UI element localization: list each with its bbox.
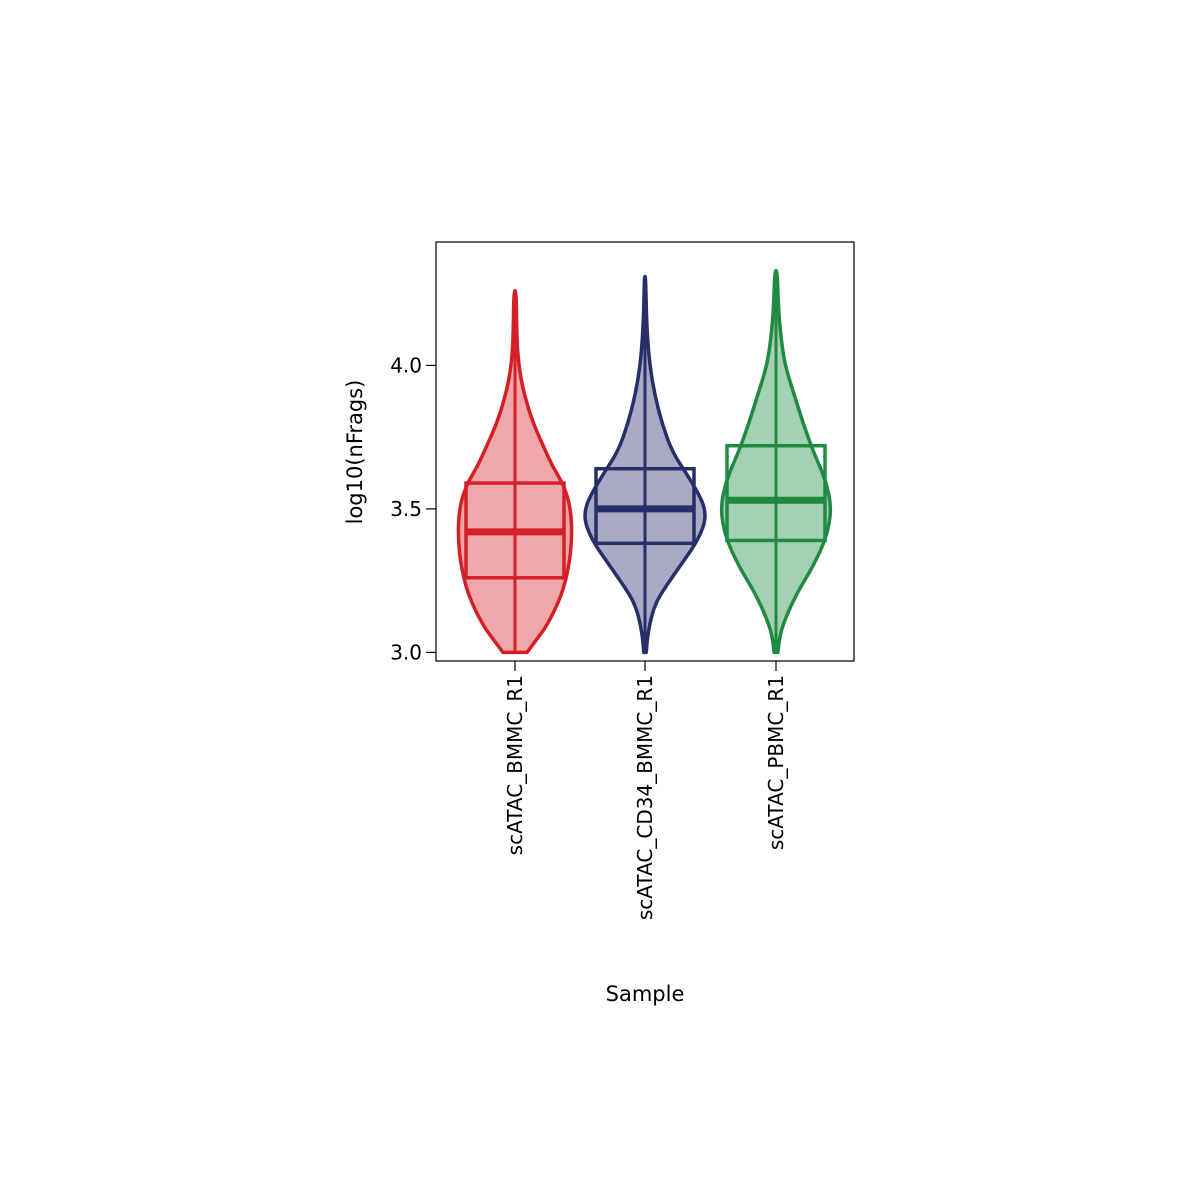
x-tick-label: scATAC_BMMC_R1 [503,675,527,855]
x-axis-title: Sample [606,982,685,1006]
y-tick-label: 3.0 [390,640,422,664]
violin-group [583,274,707,655]
violin-layer [456,268,833,655]
y-tick-label: 3.5 [390,497,422,521]
violin-group [719,268,833,655]
violin-group [456,289,574,655]
y-axis-title: log10(nFrags) [343,380,367,525]
x-tick-label: scATAC_PBMC_R1 [764,675,788,850]
y-tick-label: 4.0 [390,353,422,377]
y-axis: 3.0 3.5 4.0 [390,353,436,664]
iqr-box [725,444,827,543]
x-tick-label: scATAC_CD34_BMMC_R1 [633,675,657,920]
x-axis: scATAC_BMMC_R1 scATAC_CD34_BMMC_R1 scATAC_… [503,661,788,920]
